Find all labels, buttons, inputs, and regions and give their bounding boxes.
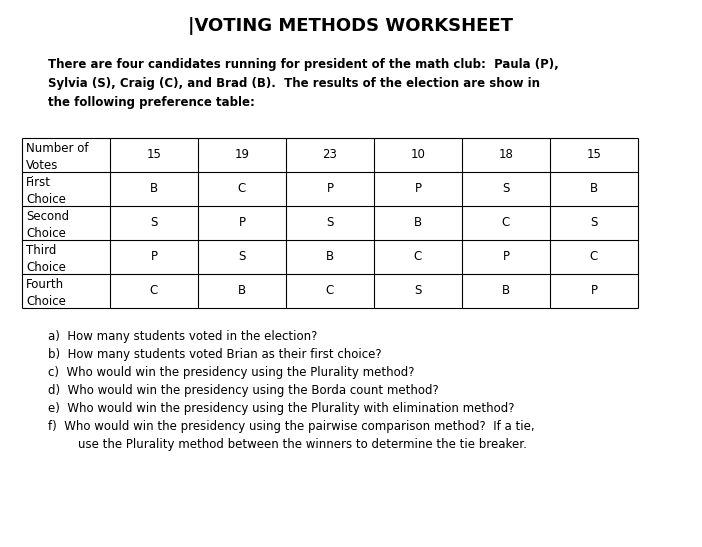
Text: 15: 15 [147, 148, 161, 161]
Text: P: P [503, 251, 510, 264]
Text: B: B [238, 284, 246, 298]
Text: B: B [326, 251, 334, 264]
Text: e)  Who would win the presidency using the Plurality with elimination method?: e) Who would win the presidency using th… [48, 402, 515, 415]
Text: B: B [590, 183, 598, 195]
Text: There are four candidates running for president of the math club:  Paula (P),
Sy: There are four candidates running for pr… [48, 58, 559, 109]
Text: C: C [502, 217, 510, 230]
Text: C: C [590, 251, 598, 264]
Text: S: S [150, 217, 158, 230]
Text: P: P [326, 183, 333, 195]
Text: a)  How many students voted in the election?: a) How many students voted in the electi… [48, 330, 317, 343]
Text: S: S [326, 217, 333, 230]
Text: S: S [238, 251, 246, 264]
Text: Fourth
Choice: Fourth Choice [26, 278, 66, 308]
Text: c)  Who would win the presidency using the Plurality method?: c) Who would win the presidency using th… [48, 366, 414, 379]
Text: P: P [150, 251, 157, 264]
Text: S: S [590, 217, 597, 230]
Text: 19: 19 [234, 148, 249, 161]
Text: First
Choice: First Choice [26, 176, 66, 206]
Text: B: B [414, 217, 422, 230]
Text: 18: 18 [498, 148, 513, 161]
Text: C: C [414, 251, 422, 264]
Text: S: S [414, 284, 422, 298]
Text: Number of
Votes: Number of Votes [26, 142, 88, 172]
Text: 23: 23 [322, 148, 338, 161]
Text: B: B [502, 284, 510, 298]
Text: P: P [590, 284, 597, 298]
Text: 10: 10 [411, 148, 425, 161]
Text: C: C [326, 284, 334, 298]
Text: Second
Choice: Second Choice [26, 210, 69, 240]
Text: 15: 15 [587, 148, 602, 161]
Text: C: C [150, 284, 158, 298]
Text: S: S [503, 183, 510, 195]
Text: d)  Who would win the presidency using the Borda count method?: d) Who would win the presidency using th… [48, 384, 439, 397]
Text: B: B [150, 183, 158, 195]
Text: P: P [414, 183, 421, 195]
Text: P: P [239, 217, 246, 230]
Text: f)  Who would win the presidency using the pairwise comparison method?  If a tie: f) Who would win the presidency using th… [48, 420, 535, 451]
Text: |VOTING METHODS WORKSHEET: |VOTING METHODS WORKSHEET [189, 17, 513, 35]
Text: b)  How many students voted Brian as their first choice?: b) How many students voted Brian as thei… [48, 348, 382, 361]
Text: Third
Choice: Third Choice [26, 244, 66, 274]
Text: C: C [238, 183, 246, 195]
